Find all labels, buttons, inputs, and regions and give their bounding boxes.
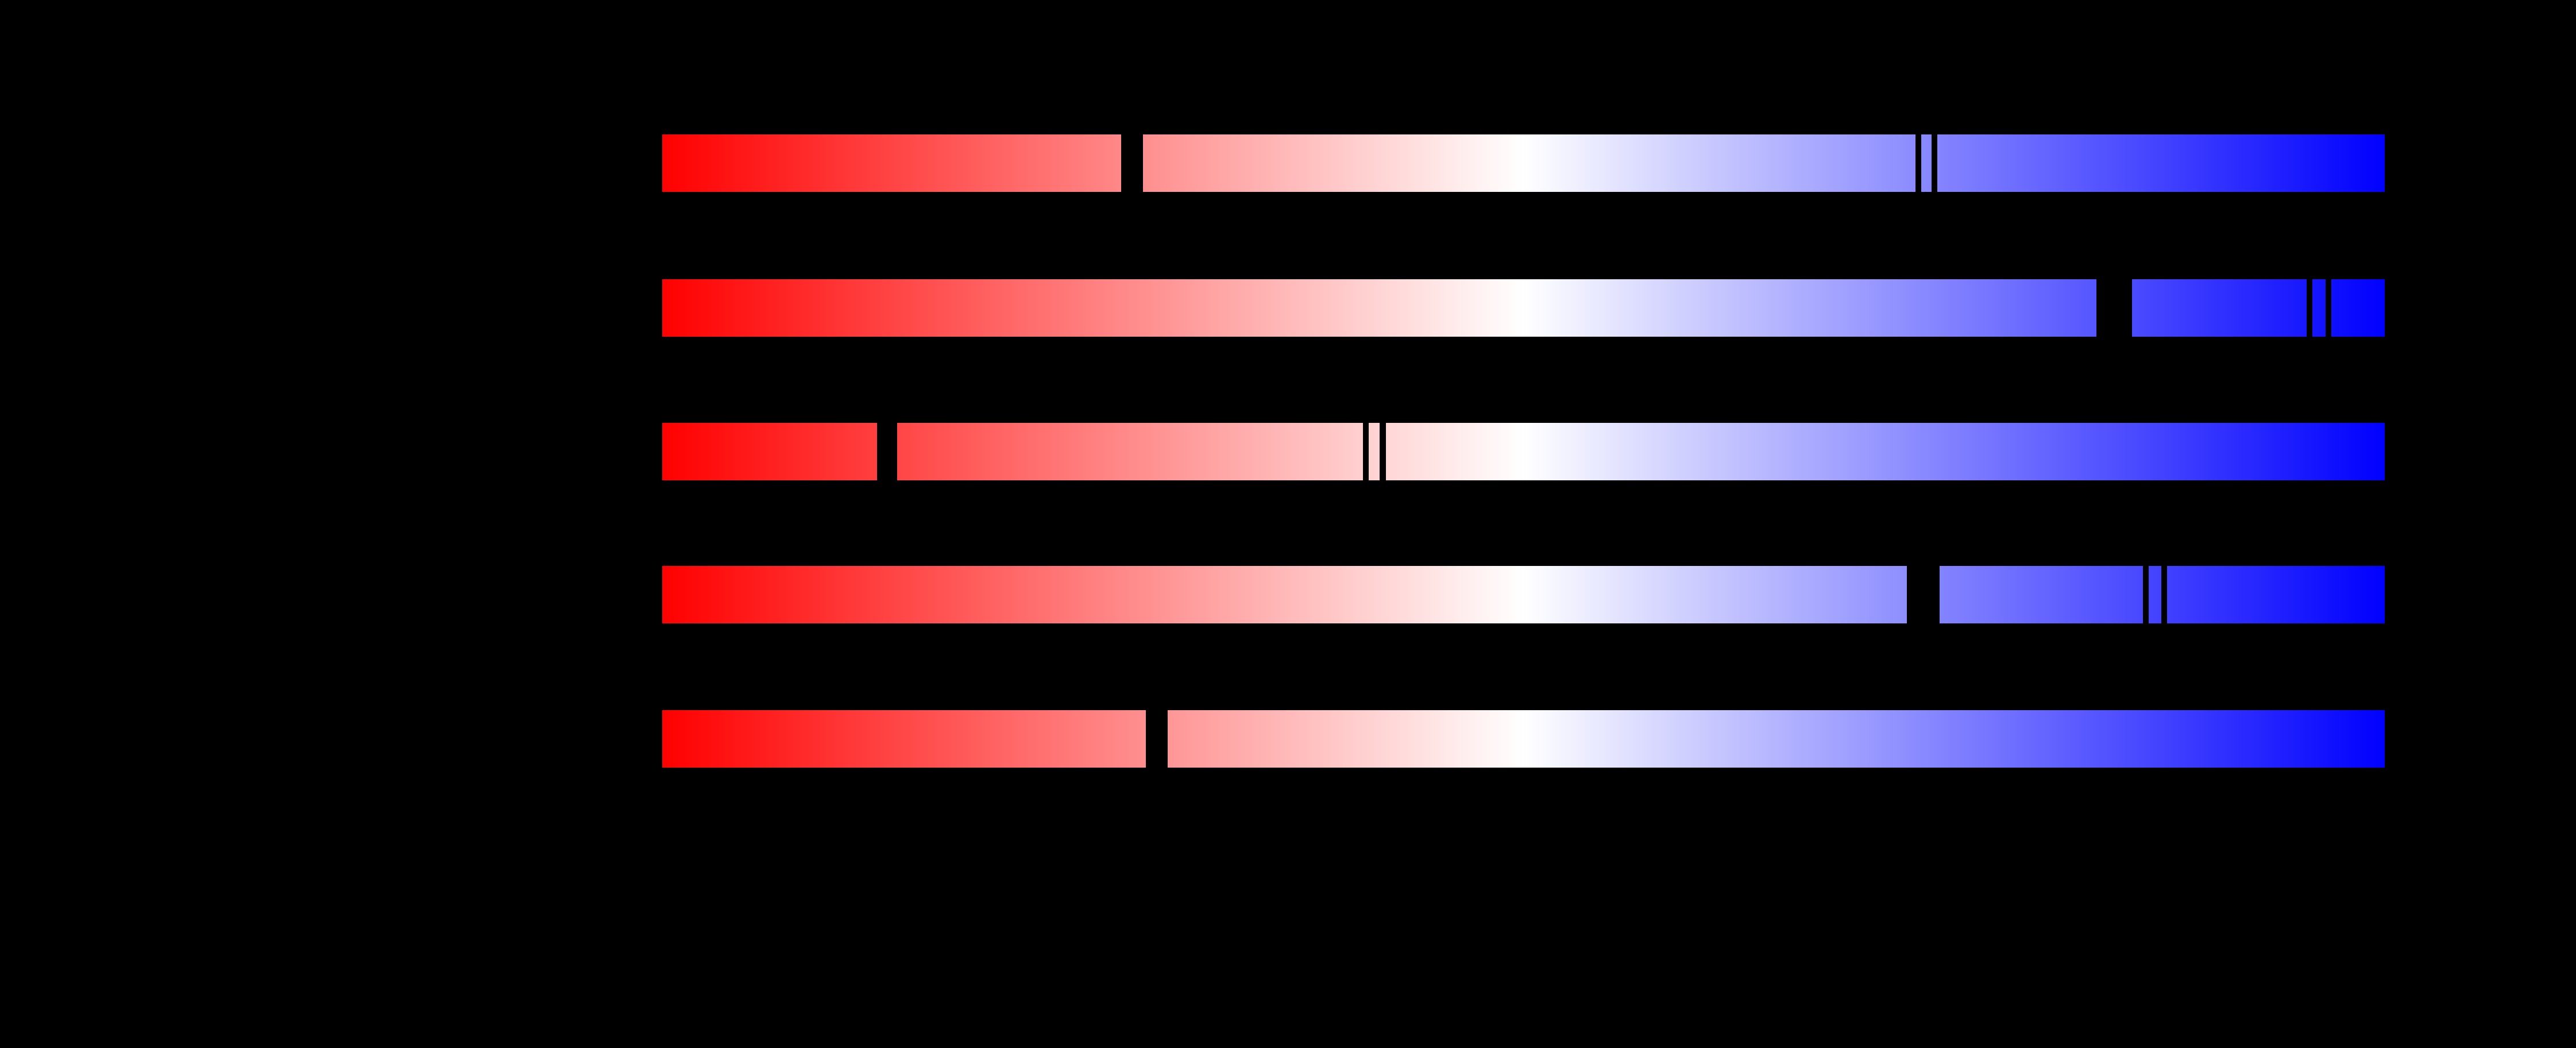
gradient-bar-row-3 [662,423,2385,480]
thin-gap-marker [2143,564,2149,625]
thin-gap-marker [1380,421,1386,482]
wide-gap-marker [2096,278,2132,338]
gradient-bar-row-1 [662,134,2385,192]
wide-gap-marker [1146,708,1168,769]
gradient-bar-row-4 [662,566,2385,623]
wide-gap-marker [1907,564,1940,625]
wide-gap-marker [1121,133,1143,194]
thin-gap-marker [1932,133,1937,194]
thin-gap-marker [1915,133,1921,194]
thin-gap-marker [2326,278,2331,338]
thin-gap-marker [2161,564,2167,625]
thin-gap-marker [2307,278,2312,338]
gradient-bar-row-5 [662,710,2385,768]
wide-gap-marker [877,421,897,482]
thin-gap-marker [1363,421,1369,482]
